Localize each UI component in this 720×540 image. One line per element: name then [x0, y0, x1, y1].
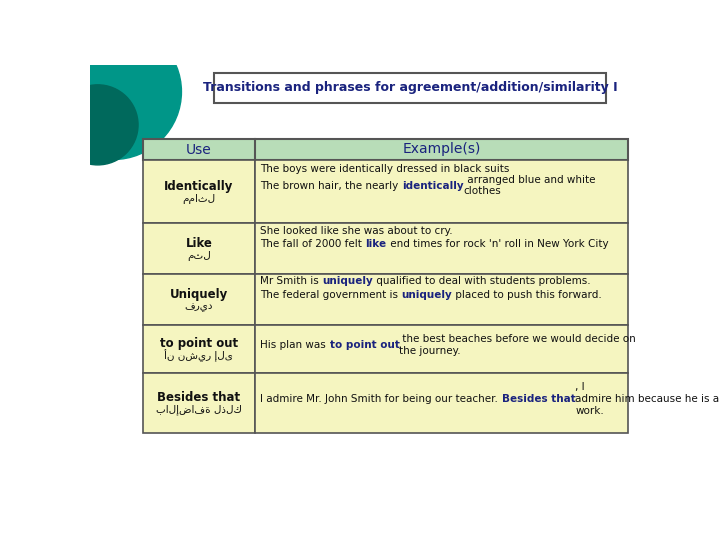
Text: placed to push this forward.: placed to push this forward.	[452, 289, 602, 300]
Text: arranged blue and white
clothes: arranged blue and white clothes	[464, 175, 595, 197]
FancyBboxPatch shape	[143, 139, 628, 160]
Text: to point out: to point out	[160, 337, 238, 350]
Text: uniquely: uniquely	[402, 289, 452, 300]
FancyBboxPatch shape	[143, 274, 255, 325]
FancyBboxPatch shape	[143, 325, 255, 373]
FancyBboxPatch shape	[255, 274, 628, 325]
Circle shape	[45, 24, 181, 159]
FancyBboxPatch shape	[143, 160, 255, 224]
Text: The federal government is: The federal government is	[261, 289, 402, 300]
Text: She looked like she was about to cry.: She looked like she was about to cry.	[261, 226, 453, 235]
Text: qualified to deal with students problems.: qualified to deal with students problems…	[373, 276, 591, 286]
Text: His plan was: His plan was	[261, 340, 330, 350]
Text: like: like	[366, 239, 387, 249]
Text: the best beaches before we would decide on
the journey.: the best beaches before we would decide …	[400, 334, 636, 356]
Text: Use: Use	[186, 143, 212, 157]
Text: to point out: to point out	[330, 340, 400, 350]
Text: Mr Smith is: Mr Smith is	[261, 276, 323, 286]
Text: The fall of 2000 felt: The fall of 2000 felt	[261, 239, 366, 249]
Text: Transitions and phrases for agreement/addition/similarity I: Transitions and phrases for agreement/ad…	[203, 82, 617, 94]
Text: مثل: مثل	[187, 251, 211, 261]
Text: The brown hair, the nearly: The brown hair, the nearly	[261, 180, 402, 191]
Text: Besides that: Besides that	[502, 394, 575, 404]
FancyBboxPatch shape	[255, 325, 628, 373]
FancyBboxPatch shape	[143, 224, 255, 274]
Text: identically: identically	[402, 180, 464, 191]
Text: فريد: فريد	[184, 301, 213, 312]
FancyBboxPatch shape	[255, 373, 628, 433]
Text: مماثل: مماثل	[182, 194, 215, 204]
Text: , I
admire him because he is always helping weak students in their class
work.: , I admire him because he is always help…	[575, 382, 720, 416]
FancyBboxPatch shape	[255, 160, 628, 224]
Text: أن نشير إلى: أن نشير إلى	[164, 349, 233, 362]
Text: I admire Mr. John Smith for being our teacher.: I admire Mr. John Smith for being our te…	[261, 394, 502, 404]
FancyBboxPatch shape	[143, 373, 255, 433]
Text: Besides that: Besides that	[158, 391, 240, 404]
FancyBboxPatch shape	[214, 72, 606, 103]
Circle shape	[58, 85, 138, 165]
Text: Example(s): Example(s)	[402, 143, 481, 157]
Text: uniquely: uniquely	[323, 276, 373, 286]
Text: بالإضافة لذلك: بالإضافة لذلك	[156, 404, 242, 415]
Text: Like: Like	[186, 237, 212, 250]
FancyBboxPatch shape	[255, 224, 628, 274]
Text: end times for rock 'n' roll in New York City: end times for rock 'n' roll in New York …	[387, 239, 608, 249]
Text: Uniquely: Uniquely	[170, 288, 228, 301]
Text: The boys were identically dressed in black suits: The boys were identically dressed in bla…	[261, 164, 510, 174]
Text: Identically: Identically	[164, 180, 233, 193]
